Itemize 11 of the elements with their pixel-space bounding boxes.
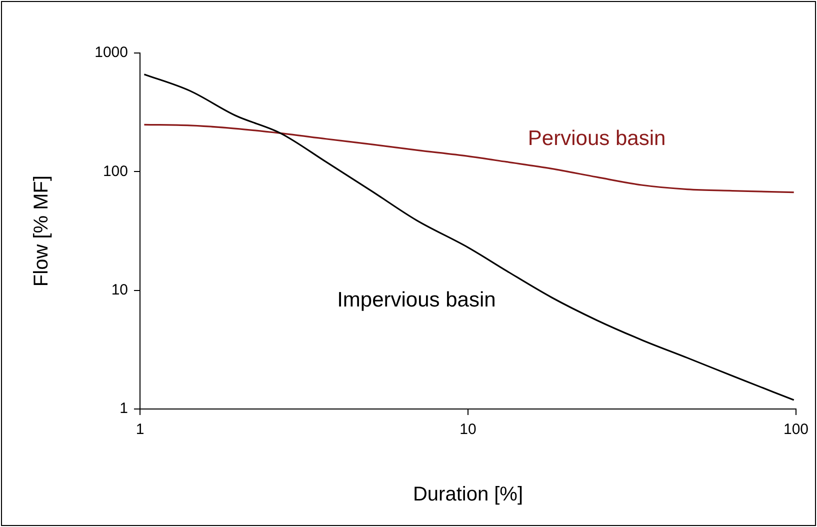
x-tick-label: 100	[783, 421, 809, 438]
series-label: Pervious basin	[528, 126, 666, 150]
x-tick-label: 1	[136, 421, 144, 438]
y-tick-label: 10	[111, 281, 128, 298]
y-tick-label: 1	[120, 400, 128, 418]
series-label: Impervious basin	[337, 288, 496, 312]
y-tick-label: 1000	[94, 44, 128, 62]
y-axis-title: Flow [% MF]	[30, 175, 53, 287]
y-tick-label: 100	[102, 162, 128, 180]
x-axis-title: Duration [%]	[412, 484, 524, 506]
x-tick-label: 10	[460, 421, 476, 438]
